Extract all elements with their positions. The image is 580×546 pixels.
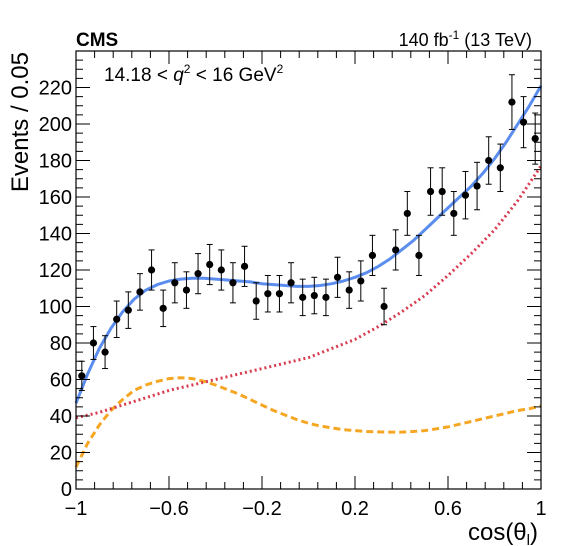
y-tick-label: 80 <box>50 333 72 355</box>
luminosity-energy: (13 TeV) <box>464 30 532 50</box>
y-tick-label: 100 <box>39 297 72 319</box>
data-point <box>78 372 86 380</box>
x-tick-label: −1 <box>65 498 88 520</box>
data-point <box>380 302 388 311</box>
experiment-label: CMS <box>76 30 118 51</box>
x-axis-title-close: ) <box>530 519 538 546</box>
data-point <box>310 291 318 300</box>
x-tick-label: −0.2 <box>242 498 281 520</box>
x-axis-title-main: cos(θ <box>468 519 527 546</box>
y-tick-label: 20 <box>50 443 72 465</box>
data-point <box>415 251 423 259</box>
data-point <box>299 293 307 301</box>
y-tick-label: 160 <box>39 187 72 209</box>
x-tick-label: −0.6 <box>149 498 188 520</box>
data-point <box>147 266 156 274</box>
data-point <box>508 98 516 106</box>
series-layer <box>74 74 543 468</box>
luminosity-exponent: -1 <box>449 28 460 42</box>
y-tick-label: 40 <box>50 406 72 428</box>
y-tick-label: 60 <box>50 370 72 392</box>
luminosity-value: 140 fb <box>399 30 449 50</box>
data-point <box>136 288 144 296</box>
data-point <box>322 293 330 301</box>
y-tick-label: 220 <box>39 78 72 100</box>
y-tick-label: 140 <box>39 224 72 246</box>
data-point <box>438 187 446 196</box>
background-component-curve <box>75 165 543 420</box>
data-point <box>206 260 214 269</box>
annotation-suffix: < 16 GeV <box>190 65 276 86</box>
plot-area <box>74 50 543 490</box>
data-point <box>485 156 493 165</box>
annotation-variable-exponent: 2 <box>184 62 191 76</box>
data-point <box>368 251 377 259</box>
data-point <box>182 286 191 294</box>
data-point <box>287 279 295 287</box>
y-tick-label: 200 <box>39 114 72 136</box>
data-point <box>124 306 132 314</box>
data-point <box>113 315 121 323</box>
data-point <box>461 191 470 199</box>
annotation-unit-exponent: 2 <box>277 62 284 76</box>
data-point <box>89 339 98 347</box>
data-point <box>275 290 284 298</box>
data-point <box>171 279 179 287</box>
data-point <box>264 290 272 298</box>
x-tick-label: 1 <box>535 498 546 520</box>
data-point <box>403 209 411 218</box>
x-axis: −1 −0.6 −0.2 0.2 0.6 1 <box>65 51 547 520</box>
annotation-variable: q <box>173 65 184 86</box>
data-point <box>450 209 458 218</box>
data-point <box>240 262 249 270</box>
data-point <box>252 297 260 305</box>
data-point <box>392 246 400 254</box>
luminosity-label: 140 fb-1 (13 TeV) <box>399 28 532 50</box>
data-point <box>496 164 504 172</box>
data-point <box>357 277 365 285</box>
data-points-series <box>78 74 539 391</box>
y-tick-label: 120 <box>39 260 72 282</box>
data-point <box>531 135 539 143</box>
data-point <box>101 348 109 356</box>
y-tick-label: 180 <box>39 151 72 173</box>
data-point <box>194 270 202 278</box>
annotation-prefix: 14.18 < <box>104 65 173 86</box>
y-axis-title: Events / 0.05 <box>7 52 34 192</box>
x-axis-title-subscript: l <box>527 532 530 546</box>
data-point <box>217 266 225 274</box>
data-point <box>345 286 353 294</box>
data-point <box>229 279 237 287</box>
y-axis: 0 20 40 60 80 100 120 140 160 180 200 220 <box>39 59 541 501</box>
data-point <box>519 118 528 126</box>
data-point <box>426 187 435 196</box>
q2-range-annotation: 14.18 < q2 < 16 GeV2 <box>104 62 284 86</box>
data-point <box>159 304 167 312</box>
x-axis-title: cos(θl) <box>468 519 538 546</box>
y-tick-label: 0 <box>61 479 72 501</box>
x-tick-label: 0.2 <box>341 498 369 520</box>
x-tick-label: 0.6 <box>434 498 462 520</box>
data-point <box>333 273 342 281</box>
data-point <box>473 182 481 190</box>
